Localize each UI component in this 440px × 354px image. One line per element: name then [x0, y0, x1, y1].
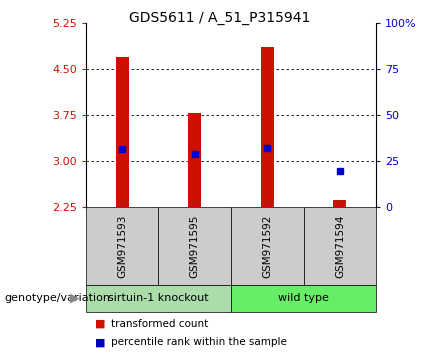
Bar [261, 47, 274, 207]
Text: transformed count: transformed count [111, 319, 209, 329]
Text: GSM971595: GSM971595 [190, 214, 200, 278]
Text: GDS5611 / A_51_P315941: GDS5611 / A_51_P315941 [129, 11, 311, 25]
Text: GSM971592: GSM971592 [262, 214, 272, 278]
Text: sirtuin-1 knockout: sirtuin-1 knockout [108, 293, 209, 303]
Text: GSM971594: GSM971594 [335, 214, 345, 278]
Bar [334, 200, 346, 207]
Text: percentile rank within the sample: percentile rank within the sample [111, 337, 287, 347]
Text: ■: ■ [95, 337, 105, 347]
Text: ▶: ▶ [70, 292, 80, 305]
Text: GSM971593: GSM971593 [117, 214, 127, 278]
Bar [188, 113, 201, 207]
Text: ■: ■ [95, 319, 105, 329]
Bar [116, 57, 128, 207]
Text: wild type: wild type [278, 293, 329, 303]
Text: genotype/variation: genotype/variation [4, 293, 110, 303]
